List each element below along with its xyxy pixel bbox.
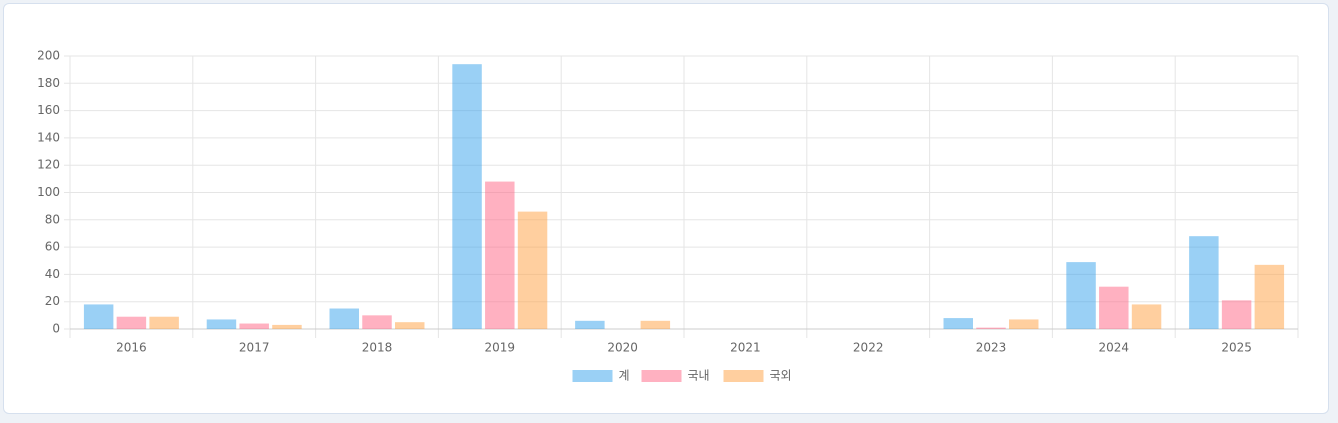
- y-tick-label: 80: [45, 212, 60, 226]
- y-tick-label: 100: [37, 185, 60, 199]
- bar: [1066, 262, 1096, 329]
- bar: [517, 211, 548, 329]
- bar: [329, 308, 359, 329]
- x-tick-label: 2025: [1221, 341, 1252, 355]
- bar: [452, 64, 482, 329]
- y-tick-label: 200: [37, 49, 60, 63]
- bar: [1221, 300, 1252, 329]
- bar: [1189, 236, 1219, 329]
- bar: [149, 316, 179, 329]
- y-tick-label: 0: [52, 322, 60, 336]
- y-tick-label: 140: [37, 130, 60, 144]
- bar: [1131, 304, 1162, 329]
- bar: [943, 318, 973, 329]
- bar: [362, 315, 392, 329]
- y-tick-label: 160: [37, 103, 60, 117]
- bar: [1099, 286, 1129, 329]
- chart-card: [3, 3, 1329, 414]
- x-tick-label: 2024: [1099, 341, 1130, 355]
- y-tick-label: 120: [37, 158, 60, 172]
- legend-swatch: [641, 370, 682, 382]
- bar: [116, 316, 147, 329]
- x-tick-label: 2019: [485, 341, 516, 355]
- bar: [206, 319, 237, 329]
- x-tick-label: 2023: [976, 341, 1007, 355]
- x-tick-label: 2022: [853, 341, 884, 355]
- bar: [575, 320, 605, 329]
- legend-label: 국외: [770, 369, 792, 383]
- bar: [239, 323, 269, 329]
- legend-label: 계: [619, 369, 630, 383]
- legend-swatch: [723, 370, 764, 382]
- y-tick-label: 40: [45, 267, 60, 281]
- x-tick-label: 2016: [116, 341, 147, 355]
- bar: [485, 181, 515, 329]
- bar: [272, 324, 302, 329]
- legend-label: 국내: [688, 369, 710, 383]
- bar: [1254, 264, 1285, 329]
- bar: [83, 304, 114, 329]
- bar: [395, 322, 425, 329]
- bar: [976, 327, 1006, 329]
- x-tick-label: 2017: [239, 341, 270, 355]
- y-tick-label: 60: [45, 240, 60, 254]
- legend-swatch: [572, 370, 613, 382]
- y-tick-label: 180: [37, 76, 60, 90]
- bar: [1009, 319, 1039, 329]
- x-tick-label: 2020: [607, 341, 638, 355]
- bar: [640, 320, 671, 329]
- x-tick-label: 2021: [730, 341, 761, 355]
- y-tick-label: 20: [45, 294, 60, 308]
- x-tick-label: 2018: [362, 341, 393, 355]
